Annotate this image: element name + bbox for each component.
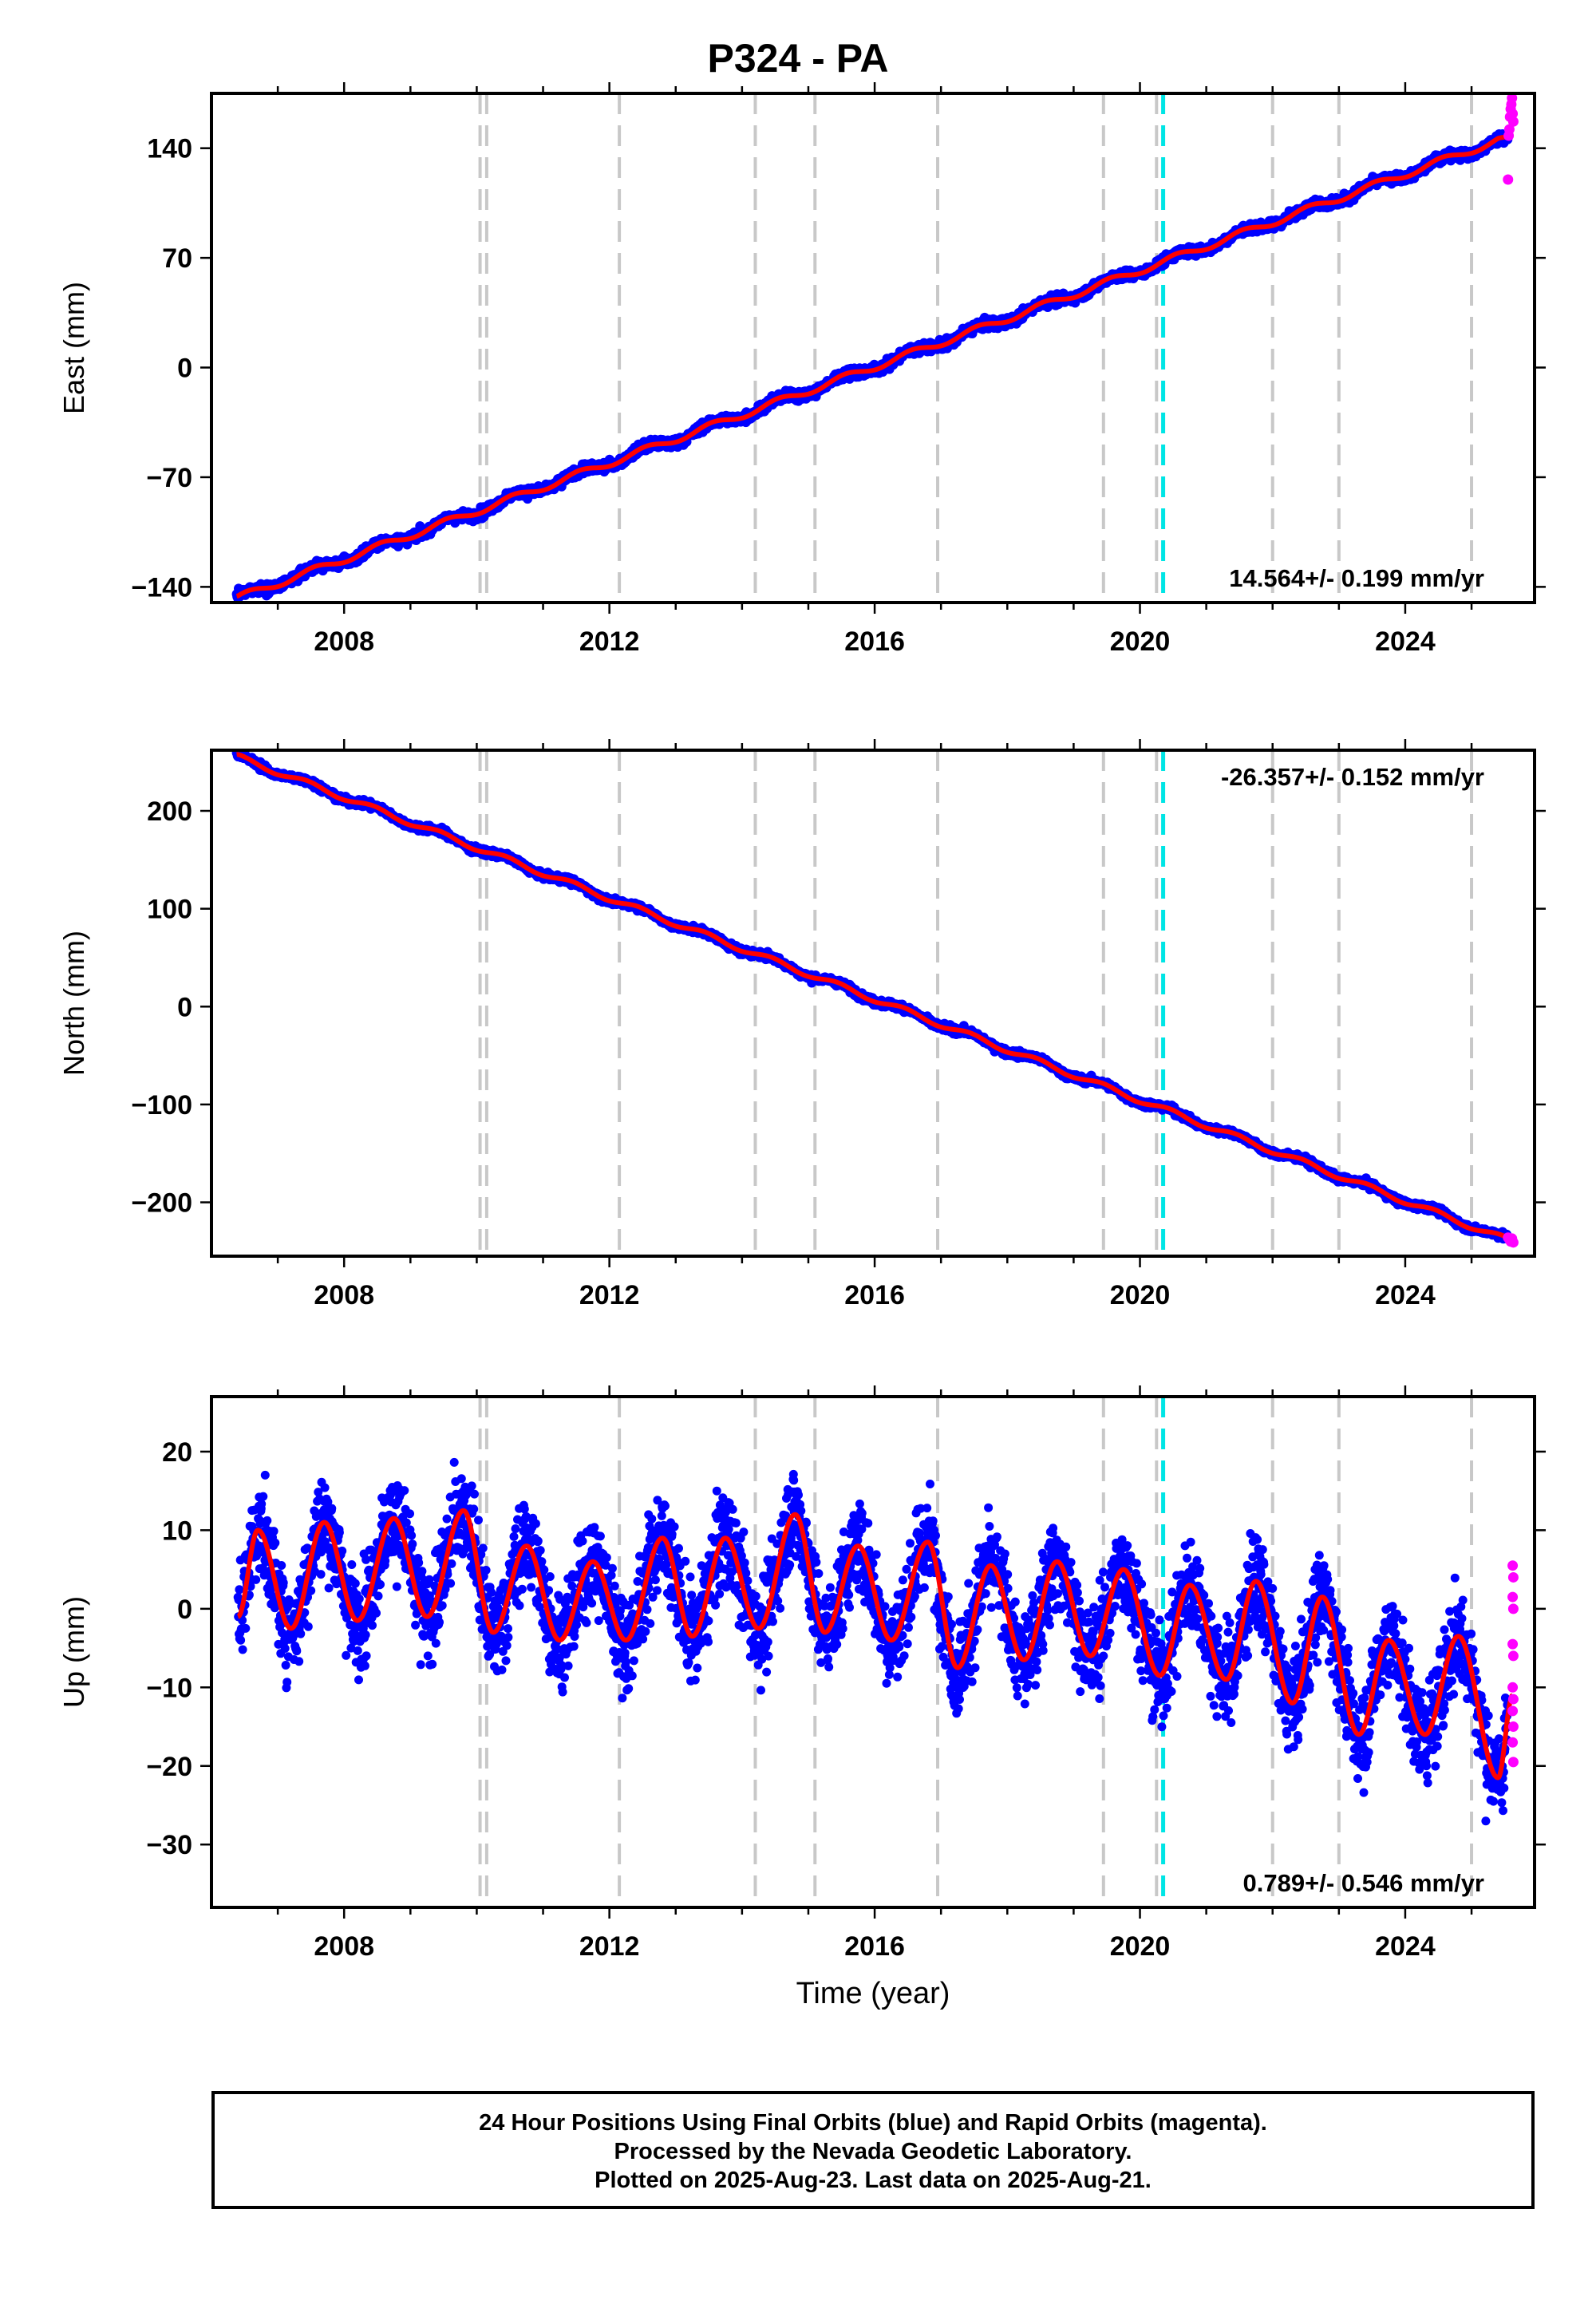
panel-east: −140 −70 0 70 140 2008 2012 2016 2020 2024 East (m… [57,82,1546,657]
y-tick-label: −70 [146,463,192,493]
y-tick-label: 140 [147,134,192,164]
plot-frame [210,92,1536,604]
rapid-orbit-positions [1503,93,1519,185]
x-tick-label: 2020 [1110,626,1171,657]
rapid-position-point [1507,116,1519,127]
y-tick-label: 70 [162,243,192,274]
y-tick-label: −140 [131,572,192,603]
x-tick-label: 2024 [1375,626,1436,657]
x-tick-label: 2016 [844,626,905,657]
y-axis-label: East (mm) [57,282,90,414]
x-tick-label: 2012 [579,626,640,657]
y-tick-label: 0 [177,354,192,384]
event-lines [478,750,1474,1256]
x-tick-label: 2008 [314,626,374,657]
rapid-position-point [1503,174,1514,185]
velocity-label: 14.564+/- 0.199 mm/yr [1229,564,1484,592]
chart-title: P324 - PA [707,36,889,81]
event-lines [478,93,1474,603]
